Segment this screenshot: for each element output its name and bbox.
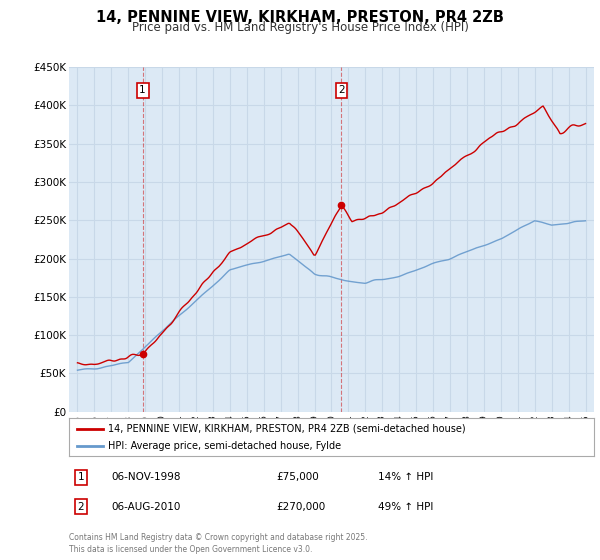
Text: HPI: Average price, semi-detached house, Fylde: HPI: Average price, semi-detached house,… — [109, 441, 341, 451]
Text: 14% ↑ HPI: 14% ↑ HPI — [378, 472, 433, 482]
Text: Contains HM Land Registry data © Crown copyright and database right 2025.
This d: Contains HM Land Registry data © Crown c… — [69, 533, 367, 554]
Text: Price paid vs. HM Land Registry's House Price Index (HPI): Price paid vs. HM Land Registry's House … — [131, 21, 469, 34]
Text: 06-NOV-1998: 06-NOV-1998 — [111, 472, 181, 482]
Text: 1: 1 — [77, 472, 85, 482]
Text: 14, PENNINE VIEW, KIRKHAM, PRESTON, PR4 2ZB (semi-detached house): 14, PENNINE VIEW, KIRKHAM, PRESTON, PR4 … — [109, 424, 466, 434]
Text: 49% ↑ HPI: 49% ↑ HPI — [378, 502, 433, 512]
Text: £270,000: £270,000 — [276, 502, 325, 512]
Text: 14, PENNINE VIEW, KIRKHAM, PRESTON, PR4 2ZB: 14, PENNINE VIEW, KIRKHAM, PRESTON, PR4 … — [96, 10, 504, 25]
Text: £75,000: £75,000 — [276, 472, 319, 482]
Text: 06-AUG-2010: 06-AUG-2010 — [111, 502, 181, 512]
Text: 2: 2 — [77, 502, 85, 512]
Text: 2: 2 — [338, 85, 345, 95]
Text: 1: 1 — [139, 85, 146, 95]
